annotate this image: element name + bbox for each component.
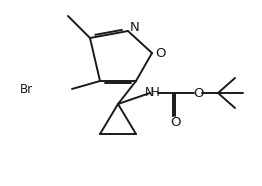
Text: H: H bbox=[151, 86, 159, 99]
Text: O: O bbox=[155, 46, 165, 60]
Text: Br: Br bbox=[20, 83, 33, 95]
Text: O: O bbox=[193, 86, 203, 100]
Text: N: N bbox=[130, 20, 140, 33]
Text: N: N bbox=[145, 86, 153, 99]
Text: O: O bbox=[170, 116, 180, 129]
